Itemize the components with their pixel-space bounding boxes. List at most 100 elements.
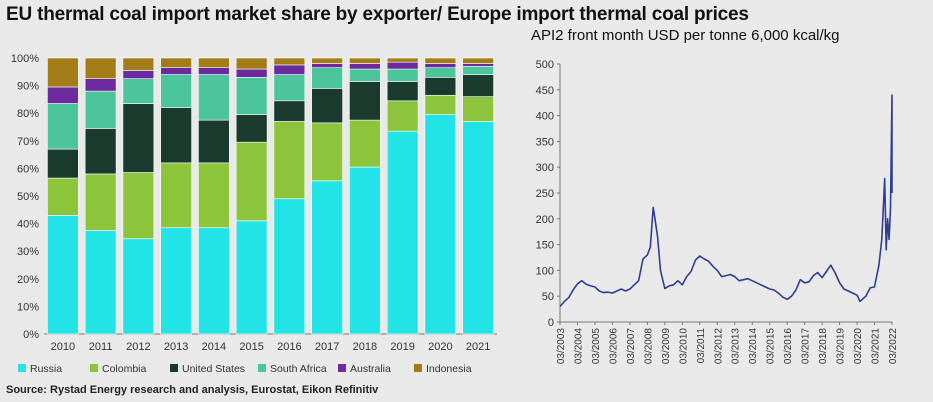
stacked-bar-chart: 0% 10% 20% 30% 40% 50% 60% 70% 80% 90% 100% 2010 201… — [11, 53, 497, 375]
x-tick-label: 2018 — [353, 341, 377, 353]
y-tick-label: 200 — [536, 214, 554, 226]
y-tick-label: 50 — [542, 291, 554, 303]
y-tick-label: 80% — [17, 108, 39, 120]
x-tick-label: 03/2016 — [783, 328, 794, 365]
y-tick-label: 450 — [536, 85, 554, 97]
x-tick-label: 03/2018 — [818, 328, 829, 365]
x-tick-label: 2019 — [390, 341, 414, 353]
y-tick-label: 300 — [536, 162, 554, 174]
legend-swatch — [414, 364, 422, 372]
bar-segment — [462, 96, 494, 122]
legend-label: Russia — [30, 363, 62, 375]
y-tick-label: 100% — [11, 53, 39, 65]
legend-swatch — [338, 364, 346, 372]
x-tick-label: 03/2004 — [573, 328, 584, 365]
x-tick-label: 03/2009 — [661, 328, 672, 365]
x-tick-label: 03/2017 — [801, 328, 812, 365]
bar-segment — [160, 162, 192, 229]
bar-segment — [122, 103, 155, 173]
legend-label: Australia — [350, 363, 391, 375]
bar-segment — [198, 57, 230, 68]
x-tick-label: 2011 — [89, 341, 113, 353]
y-tick-label: 350 — [536, 136, 554, 148]
x-tick-label: 2016 — [277, 341, 301, 353]
bar-segment — [424, 57, 457, 64]
legend-swatch — [258, 364, 266, 372]
bar-segment — [235, 57, 268, 70]
x-tick-label: 2013 — [164, 341, 188, 353]
y-tick-label: 50% — [17, 191, 39, 203]
x-tick-label: 03/2014 — [748, 328, 759, 365]
y-tick-label: 150 — [536, 240, 554, 252]
legend-swatch — [170, 364, 178, 372]
bar-segment — [122, 78, 155, 104]
y-tick-label: 10% — [17, 301, 39, 313]
legend-label: South Africa — [270, 363, 327, 375]
bar-segment — [84, 90, 117, 129]
x-tick-label: 03/2007 — [626, 328, 637, 365]
x-tick-label: 2010 — [51, 341, 75, 353]
y-tick-label: 100 — [536, 265, 554, 277]
bar-segment — [273, 121, 306, 200]
y-tick-label: 0% — [23, 329, 39, 341]
source-note: Source: Rystad Energy research and analy… — [6, 384, 379, 396]
bar-segment — [47, 103, 79, 150]
chart-title: EU thermal coal import market share by e… — [6, 4, 749, 25]
bar-segment — [47, 215, 79, 335]
price-series-line — [559, 94, 893, 308]
line-chart-title: API2 front month USD per tonne 6,000 kca… — [531, 27, 840, 44]
bar-segment — [235, 141, 268, 222]
bar-segment — [160, 227, 192, 335]
bar-segment — [462, 57, 494, 64]
bar-segment — [349, 166, 381, 335]
x-tick-label: 03/2022 — [888, 328, 899, 365]
x-tick-label: 03/2006 — [608, 328, 619, 365]
x-tick-label: 03/2005 — [591, 328, 602, 365]
bar-segment — [122, 172, 155, 240]
x-tick-label: 2012 — [126, 341, 150, 353]
x-tick-label: 03/2012 — [713, 328, 724, 365]
bar-segment — [198, 162, 230, 229]
x-tick-label: 2021 — [466, 341, 490, 353]
x-tick-label: 03/2015 — [766, 328, 777, 365]
bar-segment — [273, 57, 306, 66]
y-tick-label: 250 — [536, 188, 554, 200]
bar-segment — [122, 57, 155, 71]
bar-segment — [160, 107, 192, 164]
legend-label: Indonesia — [426, 363, 472, 375]
x-tick-label: 03/2008 — [643, 328, 654, 365]
x-tick-label: 2015 — [239, 341, 263, 353]
bar-segment — [160, 74, 192, 108]
bar-segment — [198, 74, 230, 121]
bar-segment — [84, 57, 117, 80]
y-tick-label: 90% — [17, 81, 39, 93]
bar-segment — [462, 121, 494, 335]
bar-segment — [198, 227, 230, 335]
bar-segment — [235, 114, 268, 143]
price-line-chart: 0 50 100 150 200 250 300 350 400 450 500 03/2003 03/… — [536, 59, 899, 365]
bar-segment — [349, 81, 381, 121]
bar-segment — [47, 148, 79, 179]
x-tick-label: 03/2020 — [853, 328, 864, 365]
x-tick-label: 03/2011 — [696, 328, 707, 364]
bar-segment — [160, 57, 192, 68]
bar-segment — [311, 122, 343, 182]
x-tick-label: 03/2010 — [678, 328, 689, 365]
x-tick-label: 2017 — [315, 341, 339, 353]
bar-segment — [386, 130, 419, 335]
x-tick-label: 03/2019 — [836, 328, 847, 365]
bar-segment — [235, 77, 268, 115]
y-tick-label: 20% — [17, 274, 39, 286]
bar-segment — [84, 173, 117, 231]
bar-segment — [311, 88, 343, 124]
bar-segment — [311, 57, 343, 64]
x-tick-label: 2020 — [428, 341, 452, 353]
y-tick-label: 500 — [536, 59, 554, 71]
y-tick-label: 70% — [17, 136, 39, 148]
legend-label: Colombia — [102, 363, 147, 375]
x-tick-label: 2014 — [202, 341, 226, 353]
legend-label: United States — [182, 363, 245, 375]
x-tick-label: 03/2003 — [556, 328, 567, 365]
bar-segment — [386, 57, 419, 63]
y-tick-label: 40% — [17, 219, 39, 231]
